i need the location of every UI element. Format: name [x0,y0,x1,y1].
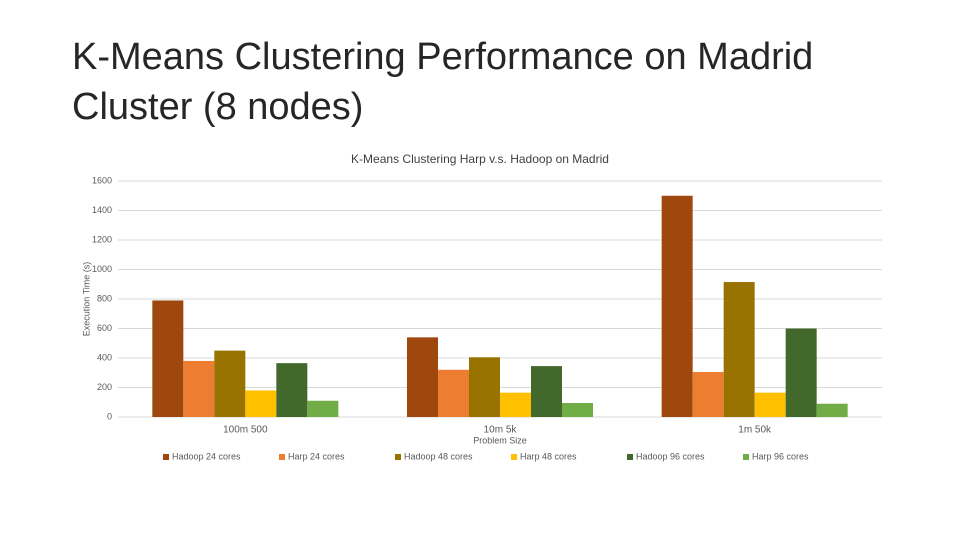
chart-title: K-Means Clustering Harp v.s. Hadoop on M… [351,152,609,166]
bar [407,337,438,417]
legend-swatch [279,454,285,460]
bar [816,403,848,417]
bar [562,402,593,417]
legend-label: Hadoop 24 cores [172,451,241,461]
legend-swatch [511,454,517,460]
bar [531,366,562,417]
bar [661,195,693,417]
x-tick-label: 100m 500 [223,425,268,436]
legend-label: Hadoop 48 cores [404,451,473,461]
legend-swatch [627,454,633,460]
y-tick-label: 1400 [92,205,112,215]
slide-title: K-Means Clustering Performance on Madrid… [72,36,814,128]
legend-swatch [743,454,749,460]
bar [276,363,308,417]
bar [500,392,531,417]
x-tick-label: 10m 5k [484,425,518,436]
y-tick-label: 1200 [92,234,112,244]
bar [307,400,339,417]
x-tick-label: 1m 50k [738,425,772,436]
legend-label: Harp 48 cores [520,451,577,461]
bar [214,350,246,417]
bar [245,390,277,417]
bar [469,357,500,417]
y-tick-label: 600 [97,323,112,333]
y-tick-label: 800 [97,293,112,303]
bar [723,282,755,417]
x-axis-title: Problem Size [473,435,527,445]
legend-swatch [395,454,401,460]
bar [438,369,469,417]
legend-label: Harp 96 cores [752,451,809,461]
y-tick-label: 400 [97,352,112,362]
legend-label: Hadoop 96 cores [636,451,705,461]
y-tick-label: 200 [97,382,112,392]
legend-label: Harp 24 cores [288,451,345,461]
bar [785,328,817,417]
y-axis-title: Execution Time (s) [81,262,91,337]
y-tick-label: 1000 [92,264,112,274]
y-tick-label: 1600 [92,175,112,185]
bar [754,392,786,417]
y-tick-label: 0 [107,411,112,421]
bar [152,300,184,417]
bar [692,372,724,417]
bar [183,360,215,417]
legend-swatch [163,454,169,460]
